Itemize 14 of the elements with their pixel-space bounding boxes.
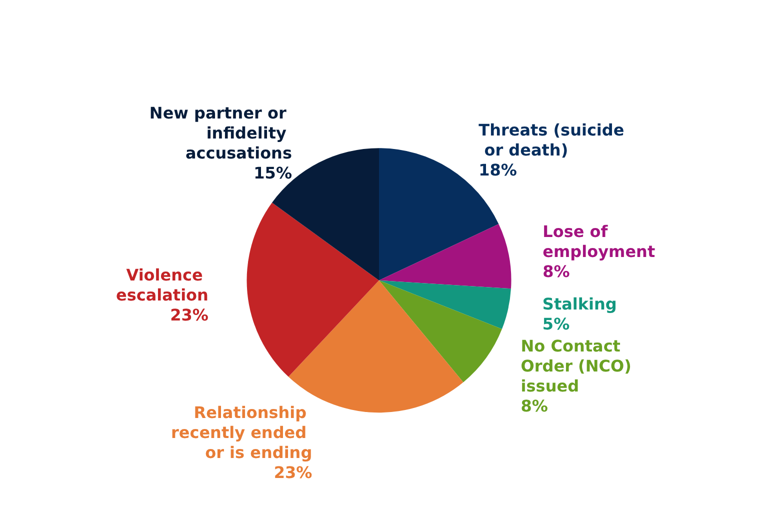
data-label: 23% — [274, 463, 312, 482]
data-label: 15% — [254, 163, 292, 182]
data-label: 8% — [520, 396, 548, 416]
slice-label: New partner or infidelity accusations — [149, 103, 292, 162]
data-label: 23% — [170, 305, 208, 324]
slice-label: Threats (suicide or death) — [478, 120, 624, 160]
slice-label: Violence escalation — [116, 265, 208, 304]
data-label: 8% — [542, 262, 570, 281]
slice-label: Lose of employment — [542, 222, 656, 261]
slice-label: Stalking — [542, 294, 617, 314]
slice-label: Relationship recently ended or is ending — [170, 403, 312, 462]
slice-label: No Contact Order (NCO) issued — [520, 336, 637, 396]
data-label: 18% — [478, 160, 517, 180]
data-label: 5% — [542, 314, 570, 334]
